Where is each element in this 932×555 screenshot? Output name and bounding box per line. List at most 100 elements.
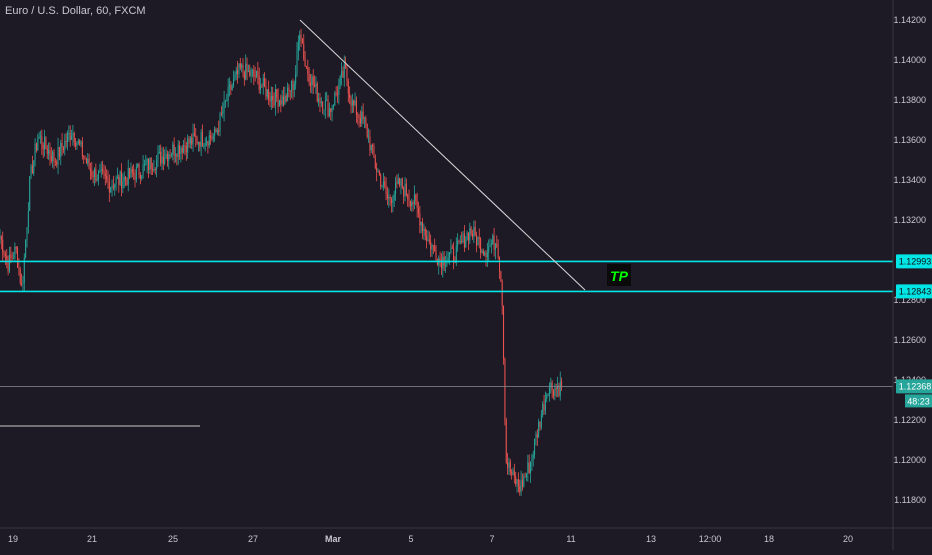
candle-body — [488, 246, 490, 253]
candle-body — [381, 185, 383, 187]
candle-body — [181, 147, 183, 153]
candle-body — [269, 100, 271, 102]
candle-body — [88, 158, 90, 169]
candle-body — [85, 159, 87, 164]
candle-body — [94, 168, 95, 177]
candle-body — [54, 161, 56, 163]
candle-body — [322, 101, 324, 110]
level-price-label-2-text: 1.12843 — [899, 286, 932, 296]
candle-body — [469, 227, 471, 241]
candle-body — [373, 146, 375, 158]
candle-body — [73, 132, 75, 143]
candle-body — [296, 50, 298, 75]
candle-body — [312, 76, 314, 85]
candle-body — [445, 265, 446, 267]
candle-body — [354, 100, 356, 106]
candle-body — [242, 64, 244, 73]
candle-body — [52, 151, 54, 162]
candle-body — [361, 111, 363, 124]
candle-body — [370, 145, 372, 151]
candle-body — [0, 236, 1, 237]
candle-body — [21, 283, 23, 285]
candle-body — [364, 118, 365, 120]
candle-body — [266, 89, 268, 97]
price-tick-label: 1.13600 — [893, 135, 926, 145]
candle-body — [7, 259, 9, 272]
candle-body — [423, 228, 425, 232]
candle-body — [227, 87, 229, 101]
candle-body — [239, 63, 241, 68]
candle-body — [337, 93, 338, 95]
candle-body — [382, 181, 384, 186]
candle-body — [145, 163, 147, 165]
candle-body — [154, 169, 156, 170]
candle-body — [447, 257, 449, 261]
candle-body — [365, 118, 367, 124]
candle-body — [304, 58, 306, 67]
candle-body — [130, 168, 132, 177]
candle-body — [339, 75, 341, 85]
candle-body — [250, 69, 252, 76]
candle-body — [315, 83, 317, 87]
candle-body — [400, 178, 402, 186]
candle-body — [311, 76, 313, 86]
candle-body — [135, 166, 137, 180]
candle-body — [378, 171, 380, 175]
candle-body — [247, 70, 249, 72]
candle-body — [91, 171, 93, 176]
candle-body — [504, 358, 506, 421]
candle-body — [139, 174, 141, 179]
candle-body — [297, 41, 299, 51]
candle-body — [415, 194, 417, 201]
candle-body — [413, 194, 415, 205]
candle-body — [512, 470, 514, 475]
candle-body — [37, 138, 39, 151]
price-tick-label: 1.11800 — [894, 495, 926, 505]
candle-body — [98, 171, 100, 180]
candle-body — [419, 212, 421, 226]
candle-body — [133, 173, 135, 175]
candle-body — [241, 64, 243, 68]
candle-body — [539, 421, 541, 428]
candle-body — [158, 151, 160, 153]
candle-body — [538, 421, 540, 438]
symbol-title[interactable]: Euro / U.S. Dollar, 60, FXCM — [5, 5, 146, 17]
candle-body — [295, 74, 297, 85]
candle-body — [517, 479, 519, 487]
candle-body — [191, 137, 193, 145]
candle-body — [345, 63, 347, 68]
candle-body — [42, 145, 44, 150]
candle-body — [146, 159, 148, 164]
candle-body — [14, 246, 16, 259]
candle-body — [121, 171, 122, 189]
price-tick-label: 1.12200 — [893, 415, 926, 425]
candle-body — [519, 486, 521, 493]
candle-body — [249, 70, 251, 76]
candle-body — [80, 141, 82, 145]
candle-body — [123, 176, 125, 182]
candle-body — [58, 146, 60, 157]
candle-body — [314, 84, 316, 87]
candle-body — [366, 123, 368, 137]
candle-body — [446, 260, 448, 266]
candle-body — [299, 34, 301, 42]
candle-body — [89, 168, 91, 172]
candle-body — [183, 145, 185, 153]
candle-body — [270, 95, 272, 102]
candle-body — [33, 160, 35, 174]
candle-body — [285, 95, 287, 102]
candle-body — [15, 246, 17, 249]
candle-body — [134, 174, 136, 180]
candle-body — [77, 140, 79, 143]
candle-body — [384, 181, 386, 187]
time-tick-label: 19 — [8, 534, 18, 544]
candle-body — [160, 151, 162, 164]
trendline — [299, 19, 586, 291]
candle-body — [320, 101, 322, 104]
candle-body — [61, 142, 63, 148]
candle-body — [561, 381, 563, 388]
candle-body — [253, 69, 255, 76]
